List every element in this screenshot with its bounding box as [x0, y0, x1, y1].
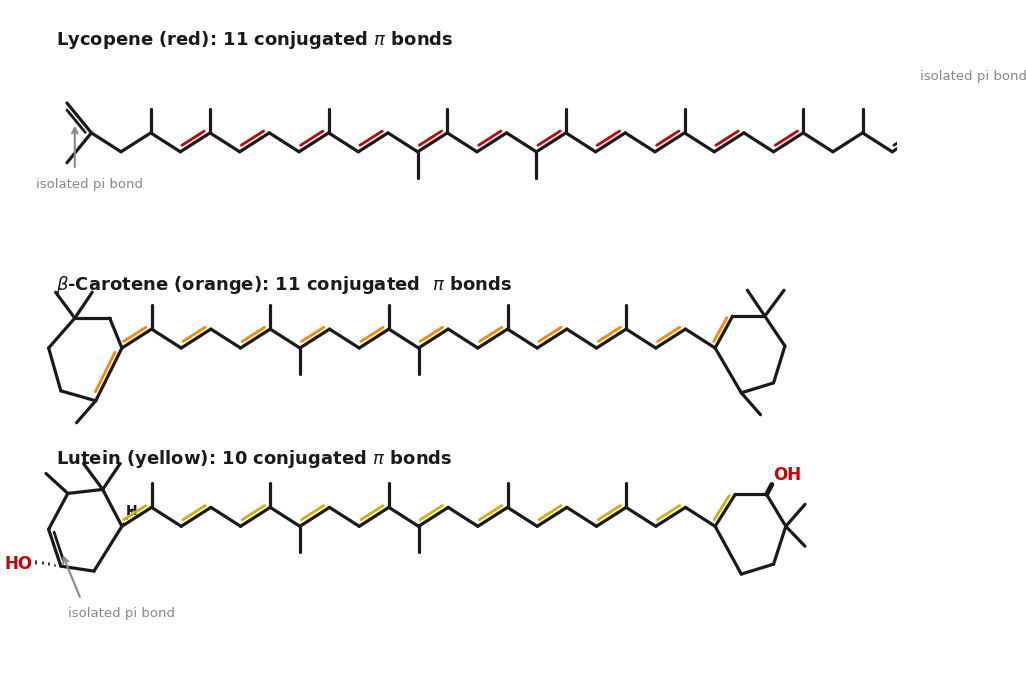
Text: isolated pi bond: isolated pi bond — [68, 608, 174, 620]
Text: isolated pi bond: isolated pi bond — [920, 69, 1026, 83]
Text: H: H — [125, 504, 137, 518]
Text: Lutein (yellow): 10 conjugated $\pi$ bonds: Lutein (yellow): 10 conjugated $\pi$ bon… — [56, 447, 452, 470]
Text: OH: OH — [774, 466, 801, 484]
Text: isolated pi bond: isolated pi bond — [36, 178, 143, 190]
Text: Lycopene (red): 11 conjugated $\pi$ bonds: Lycopene (red): 11 conjugated $\pi$ bond… — [56, 29, 453, 51]
Text: HO: HO — [5, 555, 33, 573]
Text: $\beta$-Carotene (orange): 11 conjugated  $\pi$ bonds: $\beta$-Carotene (orange): 11 conjugated… — [56, 274, 513, 296]
